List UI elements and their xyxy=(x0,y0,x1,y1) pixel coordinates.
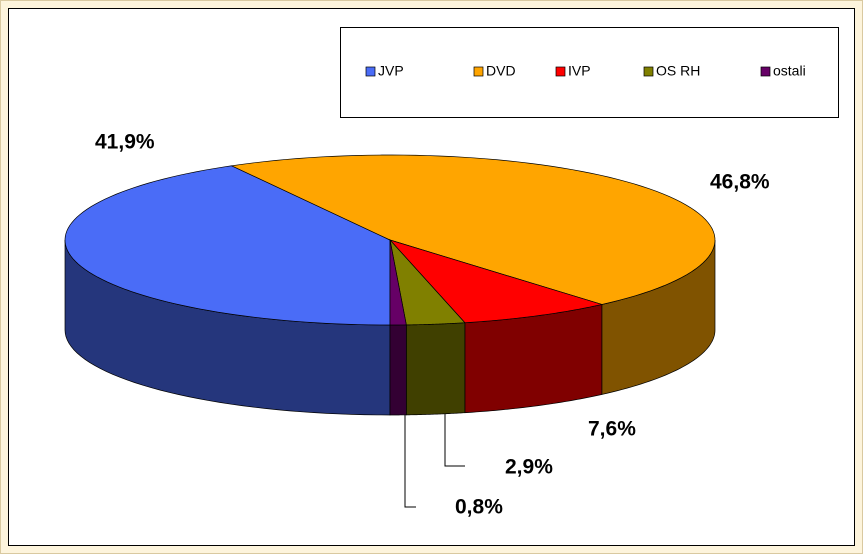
slice xyxy=(389,239,407,326)
slice xyxy=(388,239,604,324)
legend-label: OS RH xyxy=(656,63,700,79)
leader-line xyxy=(444,413,465,467)
legend-swatch xyxy=(760,66,771,77)
data-label: 46,8% xyxy=(710,171,770,194)
legend-label: IVP xyxy=(568,63,591,79)
legend-swatch xyxy=(555,66,566,77)
slice xyxy=(64,165,391,326)
legend-swatch xyxy=(473,66,484,77)
slice xyxy=(230,154,716,305)
leader-line xyxy=(404,413,416,508)
data-label: 0,8% xyxy=(455,496,503,519)
legend xyxy=(340,27,839,118)
legend-label: DVD xyxy=(486,63,516,79)
legend-label: ostali xyxy=(773,63,806,79)
slice-side xyxy=(405,322,466,416)
legend-swatch xyxy=(643,66,654,77)
legend-swatch xyxy=(365,66,376,77)
slice-side xyxy=(389,324,407,416)
data-label: 2,9% xyxy=(505,456,553,479)
data-label: 41,9% xyxy=(95,131,155,154)
data-label: 7,6% xyxy=(588,418,636,441)
slice xyxy=(389,238,466,326)
legend-label: JVP xyxy=(378,63,404,79)
